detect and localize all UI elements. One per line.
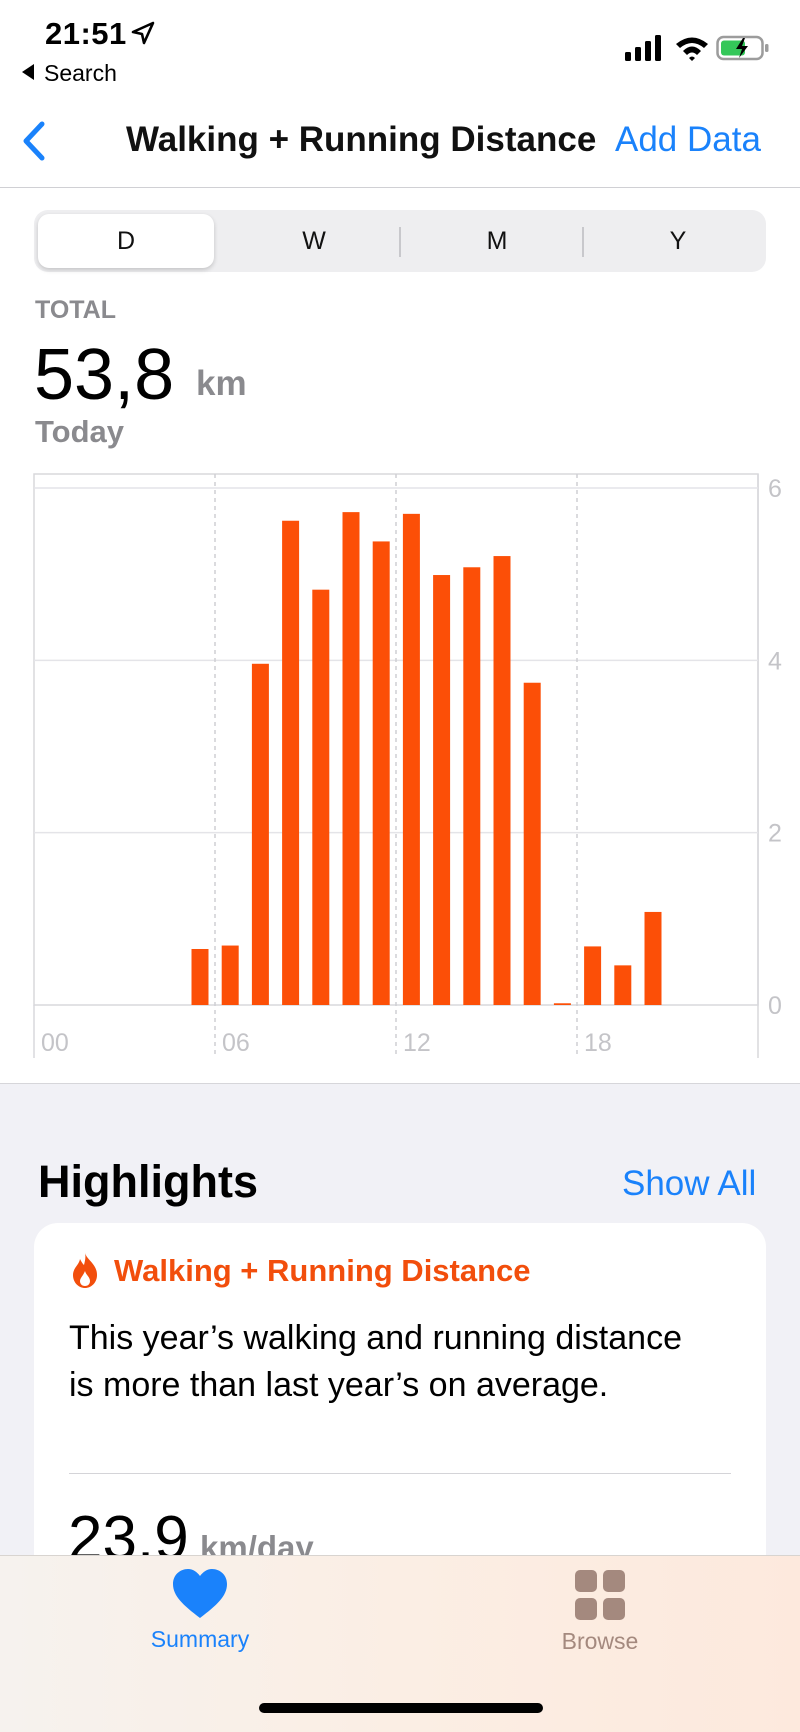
- x-tick-label: 00: [41, 1029, 69, 1057]
- y-tick-label: 4: [768, 647, 782, 675]
- flame-icon: [73, 1253, 97, 1288]
- y-tick-label: 6: [768, 475, 782, 503]
- wifi-icon: [676, 37, 708, 61]
- chart-bar: [342, 512, 360, 1005]
- chart-bar: [584, 946, 602, 1005]
- back-search-label: Search: [44, 60, 117, 86]
- tab-browse[interactable]: Browse: [500, 1568, 700, 1655]
- tab-bar: Summary Browse: [0, 1555, 800, 1732]
- tab-summary[interactable]: Summary: [100, 1568, 300, 1653]
- tab-browse-label: Browse: [561, 1628, 639, 1654]
- x-tick-label: 18: [584, 1029, 612, 1057]
- y-tick-label: 2: [768, 820, 782, 848]
- distance-bar-chart[interactable]: 0 2 4 6 00 06 12 18: [0, 470, 800, 1070]
- status-time: 21:51: [45, 16, 127, 51]
- chart-bar: [221, 945, 239, 1005]
- total-value: 53,8: [34, 335, 175, 415]
- segment-week[interactable]: W: [302, 227, 326, 255]
- total-period: Today: [35, 414, 124, 449]
- divider: [69, 1473, 731, 1474]
- tab-summary-label: Summary: [150, 1626, 250, 1652]
- y-tick-label: 0: [768, 992, 782, 1020]
- battery-charging-icon: [716, 35, 769, 61]
- chart-bar: [553, 1003, 571, 1005]
- highlights-title: Highlights: [38, 1156, 258, 1207]
- back-chevron-icon[interactable]: [14, 116, 54, 166]
- total-label: TOTAL: [35, 296, 117, 324]
- chart-bar: [282, 520, 300, 1005]
- home-indicator: [259, 1703, 543, 1713]
- page-title: Walking + Running Distance: [126, 120, 597, 159]
- location-arrow-icon: [131, 21, 155, 45]
- chart-bar: [463, 567, 481, 1005]
- chart-bar: [523, 682, 541, 1005]
- period-segmented-control: D W M Y: [34, 210, 766, 272]
- show-all-button[interactable]: Show All: [622, 1164, 757, 1203]
- chart-bar: [372, 541, 390, 1005]
- chart-bar: [402, 513, 420, 1005]
- chart-bar: [493, 556, 511, 1005]
- chart-bar: [644, 911, 662, 1005]
- chart-bar: [191, 948, 209, 1005]
- segment-divider: [582, 227, 584, 257]
- segment-year[interactable]: Y: [669, 227, 687, 255]
- chart-bar: [614, 965, 632, 1005]
- navigation-bar: Walking + Running Distance Add Data: [0, 96, 800, 188]
- heart-icon: [173, 1569, 227, 1618]
- x-tick-label: 12: [403, 1029, 431, 1057]
- back-to-search-link[interactable]: Search: [22, 60, 117, 87]
- status-bar: 21:51 Search: [0, 0, 800, 96]
- segment-month[interactable]: M: [486, 227, 508, 255]
- chart-bar: [251, 663, 269, 1005]
- total-unit: km: [196, 364, 247, 403]
- cellular-signal-icon: [625, 35, 661, 61]
- segment-divider: [399, 227, 401, 257]
- back-triangle-icon: [22, 64, 34, 80]
- segment-day[interactable]: D: [38, 214, 214, 268]
- x-tick-label: 06: [222, 1029, 250, 1057]
- chart-bar: [433, 575, 451, 1005]
- chart-bar: [312, 589, 330, 1005]
- add-data-button[interactable]: Add Data: [615, 120, 761, 159]
- grid-icon: [575, 1570, 625, 1620]
- highlight-card-text: This year’s walking and running distance…: [69, 1319, 682, 1404]
- highlight-card-heading: Walking + Running Distance: [114, 1253, 531, 1288]
